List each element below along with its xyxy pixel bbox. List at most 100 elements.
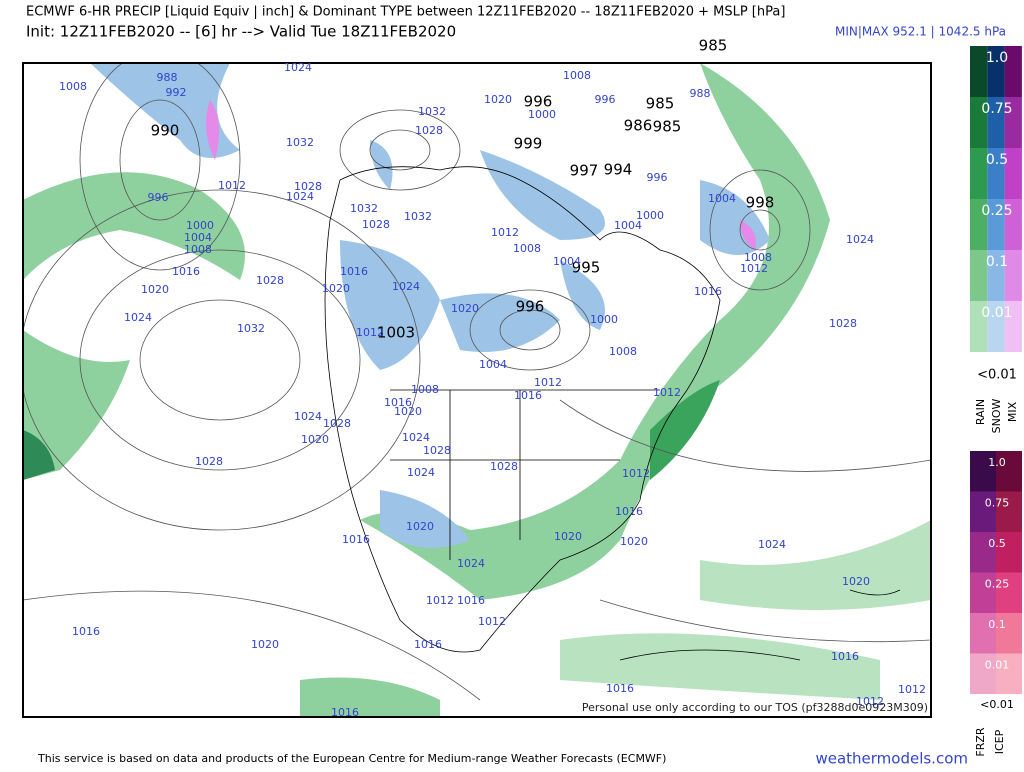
isobar-label: 1028 (415, 124, 443, 137)
isobar-label: 1028 (423, 444, 451, 457)
isobar-label: 1016 (694, 285, 722, 298)
isobar-label: 1012 (426, 594, 454, 607)
legend-level: 0.1 (988, 618, 1006, 631)
isobar-label: 1008 (184, 243, 212, 256)
isobar-label: 1016 (331, 706, 359, 719)
isobar-label: 1012 (740, 262, 768, 275)
isobar-label: 1012 (491, 226, 519, 239)
legend-type: RAIN (974, 399, 987, 425)
isobar-label: 1016 (414, 638, 442, 651)
isobar-label: 1016 (457, 594, 485, 607)
legend-level: 1.0 (986, 50, 1008, 66)
isobar-label: 1016 (606, 682, 634, 695)
low-pressure-label: 1003 (377, 324, 415, 342)
isobar-label: 1012 (356, 326, 384, 339)
isobar-label: 1032 (286, 136, 314, 149)
legend-swatch (1004, 148, 1022, 199)
legend-swatch (987, 97, 1005, 148)
legend-swatch (996, 532, 1022, 573)
legend-type: SNOW (990, 399, 1003, 434)
legend-swatch (970, 491, 996, 532)
isobar-label: 1000 (186, 219, 214, 232)
footer-site: weathermodels.com (815, 750, 968, 768)
isobar-label: 1008 (411, 383, 439, 396)
legend-swatch (1004, 250, 1022, 301)
legend-level: 0.5 (988, 537, 1006, 550)
isobar-label: 1012 (622, 467, 650, 480)
legend-swatch (1004, 97, 1022, 148)
low-pressure-label: 999 (514, 135, 543, 153)
legend-swatch (970, 451, 996, 492)
isobar-label: 1024 (294, 410, 322, 423)
title: ECMWF 6-HR PRECIP [Liquid Equiv | inch] … (26, 5, 785, 20)
isobar-label: 1008 (609, 345, 637, 358)
isobar-label: 996 (647, 171, 668, 184)
legend-swatch (987, 46, 1005, 97)
min-max: MIN|MAX 952.1 | 1042.5 hPa (835, 25, 1006, 39)
isobar-label: 988 (157, 71, 178, 84)
low-pressure-label: 998 (746, 194, 775, 212)
legend-swatch (996, 491, 1022, 532)
isobar-label: 1016 (615, 505, 643, 518)
isobar-label: 1012 (898, 683, 926, 696)
isobar-label: 1004 (479, 358, 507, 371)
isobar-label: 992 (166, 86, 187, 99)
isobar-label: 1032 (404, 210, 432, 223)
legend-swatch (987, 199, 1005, 250)
isobar-label: 1016 (384, 396, 412, 409)
isobar-label: 1020 (394, 405, 422, 418)
isobar-label: 1028 (294, 180, 322, 193)
isobar-label: 1012 (856, 695, 884, 708)
isobar-label: 1012 (478, 615, 506, 628)
legend-level: 0.75 (981, 101, 1012, 117)
legend-level: 0.75 (985, 497, 1010, 510)
legend-swatch (1004, 199, 1022, 250)
isobar-label: 1004 (553, 255, 581, 268)
legend-swatch (970, 199, 988, 250)
isobar-label: 1008 (59, 80, 87, 93)
legend-type: MIX (1006, 401, 1019, 422)
low-pressure-label: 996 (524, 93, 553, 111)
legend-swatch (1004, 46, 1022, 97)
isobar-label: 1008 (744, 251, 772, 264)
legend-swatch (996, 572, 1022, 613)
isobar-label: 1012 (218, 179, 246, 192)
isobar-label: 1028 (829, 317, 857, 330)
legend-level: 1.0 (988, 456, 1006, 469)
legend-level: 0.5 (986, 152, 1008, 168)
footer-credit: This service is based on data and produc… (37, 752, 666, 765)
isobar-label: 1024 (284, 61, 312, 74)
precip-areas (23, 63, 931, 717)
low-pressure-label: 985 (646, 95, 675, 113)
legend-swatch (987, 148, 1005, 199)
low-pressure-label: 996 (516, 298, 545, 316)
legend-swatch (1004, 301, 1022, 352)
isobar-label: 1032 (237, 322, 265, 335)
isobar-label: 1024 (457, 557, 485, 570)
isobar-label: 1024 (124, 311, 152, 324)
isobar-label: 1020 (842, 575, 870, 588)
legend-swatch (970, 97, 988, 148)
legend-swatch (987, 301, 1005, 352)
legend-type: FRZR (974, 727, 987, 757)
isobar-label: 1024 (846, 233, 874, 246)
legend-swatch (996, 653, 1022, 694)
isobar-label: 1004 (614, 219, 642, 232)
isobar-label: 1016 (514, 389, 542, 402)
isobars (23, 63, 931, 701)
low-pressure-label: 985 (699, 37, 728, 55)
low-pressure-label: 985 (653, 118, 682, 136)
low-pressure-label: 995 (572, 259, 601, 277)
isobar-label: 1004 (184, 231, 212, 244)
legend-min: <0.01 (977, 368, 1017, 383)
isobar-label: 1016 (342, 533, 370, 546)
isobar-label: 1020 (554, 530, 582, 543)
isobar-label: 1012 (653, 386, 681, 399)
isobar-label: 1008 (513, 242, 541, 255)
legend-swatch (996, 613, 1022, 654)
isobar-label: 1000 (590, 313, 618, 326)
isobar-label: 1020 (484, 93, 512, 106)
